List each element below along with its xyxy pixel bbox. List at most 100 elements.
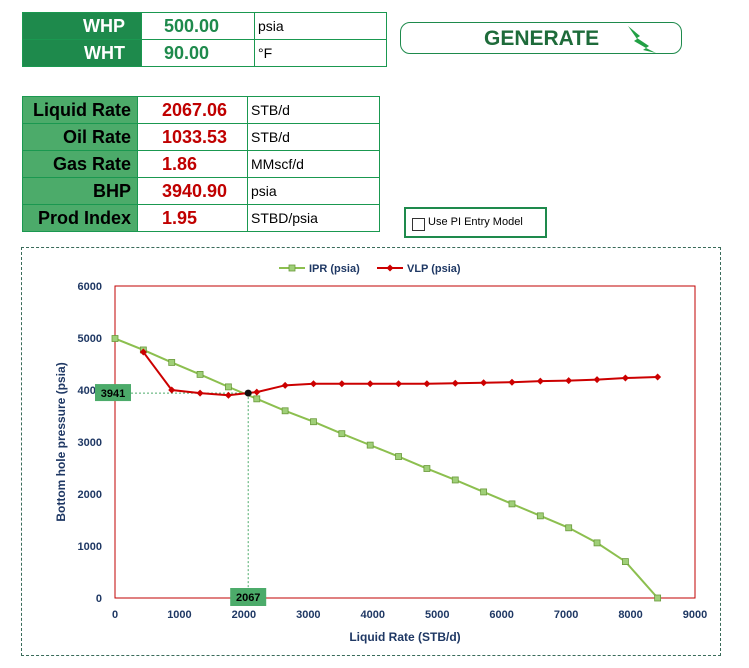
operating-point-y-label-box — [95, 384, 131, 402]
operating-point-y-label: 3941 — [101, 388, 125, 400]
x-tick-label: 9000 — [683, 609, 707, 621]
x-tick-label: 2000 — [232, 609, 256, 621]
wht-value[interactable]: 90.00 — [141, 39, 255, 67]
vlp-point — [451, 379, 459, 387]
legend-marker — [386, 264, 394, 272]
wht-unit: °F — [254, 39, 387, 67]
whp-unit: psia — [254, 12, 387, 40]
vlp-point — [565, 377, 573, 385]
result-row: Liquid Rate 2067.06 STB/d — [22, 96, 380, 124]
operating-point-x-label-box — [230, 588, 267, 606]
prod-index-value: 1.95 — [137, 204, 248, 232]
generate-button[interactable]: GENERATE — [400, 22, 682, 54]
liquid-rate-value: 2067.06 — [137, 96, 248, 124]
plot-area-border — [114, 285, 696, 599]
y-tick-label: 1000 — [78, 541, 102, 553]
ipr-point — [253, 395, 261, 403]
ipr-point — [111, 335, 119, 342]
vlp-point — [168, 386, 176, 394]
ipr-point — [593, 539, 601, 547]
vlp-point — [139, 348, 147, 356]
y-axis-title: Bottom hole pressure (psia) — [54, 362, 68, 521]
ipr-point — [565, 524, 573, 532]
x-tick-label: 4000 — [361, 609, 385, 621]
oil-rate-value: 1033.53 — [137, 123, 248, 151]
x-tick-label: 3000 — [296, 609, 320, 621]
ipr-point — [451, 476, 459, 484]
wht-label: WHT — [22, 39, 142, 67]
y-tick-label: 3000 — [78, 437, 102, 449]
legend-label-vlp: VLP (psia) — [407, 263, 461, 275]
vlp-point — [196, 389, 204, 397]
ipr-point — [395, 453, 402, 460]
vlp-point — [508, 378, 516, 386]
x-tick-label: 6000 — [489, 609, 513, 621]
y-tick-label: 5000 — [78, 333, 102, 345]
series-line-vlp — [142, 351, 658, 397]
vlp-point — [309, 380, 317, 388]
operating-point-marker — [244, 389, 252, 397]
bhp-value: 3940.90 — [137, 177, 248, 205]
vlp-point — [423, 380, 431, 388]
gas-rate-unit: MMscf/d — [247, 150, 380, 178]
whp-label: WHP — [22, 12, 142, 40]
series-line-ipr — [114, 337, 659, 599]
bhp-label: BHP — [22, 177, 138, 205]
prod-index-unit: STBD/psia — [247, 204, 380, 232]
gas-rate-label: Gas Rate — [22, 150, 138, 178]
bhp-unit: psia — [247, 177, 380, 205]
legend-marker — [288, 264, 296, 272]
whp-value[interactable]: 500.00 — [141, 12, 255, 40]
result-row: Gas Rate 1.86 MMscf/d — [22, 150, 380, 178]
vlp-point — [654, 373, 662, 381]
ipr-point — [310, 418, 317, 426]
ipr-point — [366, 441, 374, 449]
vlp-point — [593, 376, 601, 384]
result-row: BHP 3940.90 psia — [22, 177, 380, 205]
vlp-point — [536, 377, 544, 385]
ipr-vlp-chart: 0 1000 2000 3000 4000 5000 6000 7000 8000 9000 0 10… — [54, 263, 707, 644]
x-axis-title: Liquid Rate (STB/d) — [349, 630, 460, 644]
chart-legend: IPR (psia) VLP (psia) — [279, 263, 461, 275]
ipr-point — [225, 383, 232, 391]
prod-index-label: Prod Index — [22, 204, 138, 232]
y-tick-label: 6000 — [78, 281, 102, 293]
operating-point-x-label: 2067 — [236, 592, 260, 604]
legend-label-ipr: IPR (psia) — [309, 263, 360, 275]
input-row-wht: WHT 90.00 °F — [22, 39, 387, 67]
input-table: WHP 500.00 psia WHT 90.00 °F — [22, 12, 387, 67]
ipr-point — [480, 488, 488, 496]
vlp-point — [338, 380, 346, 388]
y-tick-label: 0 — [96, 593, 102, 605]
vlp-point — [224, 391, 232, 399]
vlp-point — [621, 374, 629, 382]
ipr-point — [622, 558, 629, 566]
ipr-point — [536, 512, 544, 520]
oil-rate-unit: STB/d — [247, 123, 380, 151]
x-tick-label: 8000 — [618, 609, 642, 621]
liquid-rate-unit: STB/d — [247, 96, 380, 124]
vlp-point — [480, 379, 488, 387]
lightning-icon — [628, 26, 656, 53]
liquid-rate-label: Liquid Rate — [22, 96, 138, 124]
pi-entry-model-checkbox[interactable]: Use PI Entry Model — [404, 207, 547, 238]
checkbox-icon[interactable] — [412, 218, 425, 231]
x-tick-label: 0 — [112, 609, 118, 621]
gas-rate-value: 1.86 — [137, 150, 248, 178]
x-tick-label: 7000 — [554, 609, 578, 621]
ipr-point — [338, 430, 346, 438]
vlp-point — [395, 380, 403, 388]
x-tick-label: 5000 — [425, 609, 449, 621]
ipr-point — [196, 371, 204, 378]
ipr-point — [508, 500, 516, 508]
vlp-point — [366, 380, 374, 388]
result-row: Oil Rate 1033.53 STB/d — [22, 123, 380, 151]
x-tick-label: 1000 — [167, 609, 191, 621]
pi-entry-model-label: Use PI Entry Model — [428, 216, 523, 228]
results-table: Liquid Rate 2067.06 STB/d Oil Rate 1033.… — [22, 96, 380, 232]
ipr-point — [168, 359, 176, 366]
generate-label: GENERATE — [484, 27, 600, 50]
ipr-point — [423, 465, 431, 472]
ipr-point — [281, 407, 289, 415]
input-row-whp: WHP 500.00 psia — [22, 12, 387, 40]
